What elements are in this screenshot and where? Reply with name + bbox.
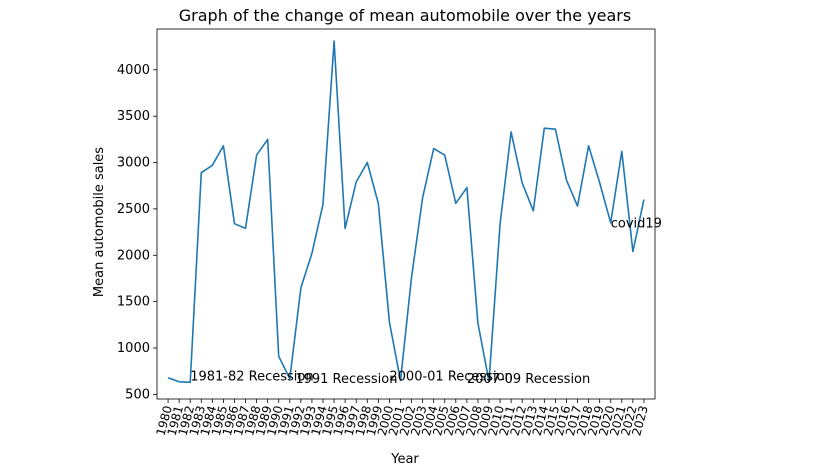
annotation-label: 1981-82 Recession [190, 369, 313, 384]
annotation-label: 1991 Recession [295, 372, 397, 387]
y-tick-label: 2500 [117, 202, 150, 217]
x-axis-label: Year [390, 452, 419, 467]
y-tick-label: 3500 [117, 109, 150, 124]
chart-title: Graph of the change of mean automobile o… [179, 6, 631, 25]
y-axis-label: Mean automobile sales [92, 147, 107, 297]
plot-frame [156, 28, 656, 400]
series-line [167, 40, 645, 384]
annotation-label: 2007-09 Recession [467, 372, 590, 387]
y-tick-label: 2000 [117, 248, 150, 263]
plot-area: 5001000150020002500300035004000198019811… [117, 28, 662, 437]
annotation-label: covid19 [611, 216, 662, 231]
y-tick-label: 500 [125, 387, 150, 402]
y-tick-label: 3000 [117, 156, 150, 171]
y-tick-label: 1000 [117, 341, 150, 356]
annotation-label: 2000-01 Recession [389, 369, 512, 384]
y-tick-label: 4000 [117, 63, 150, 78]
y-tick-label: 1500 [117, 295, 150, 310]
